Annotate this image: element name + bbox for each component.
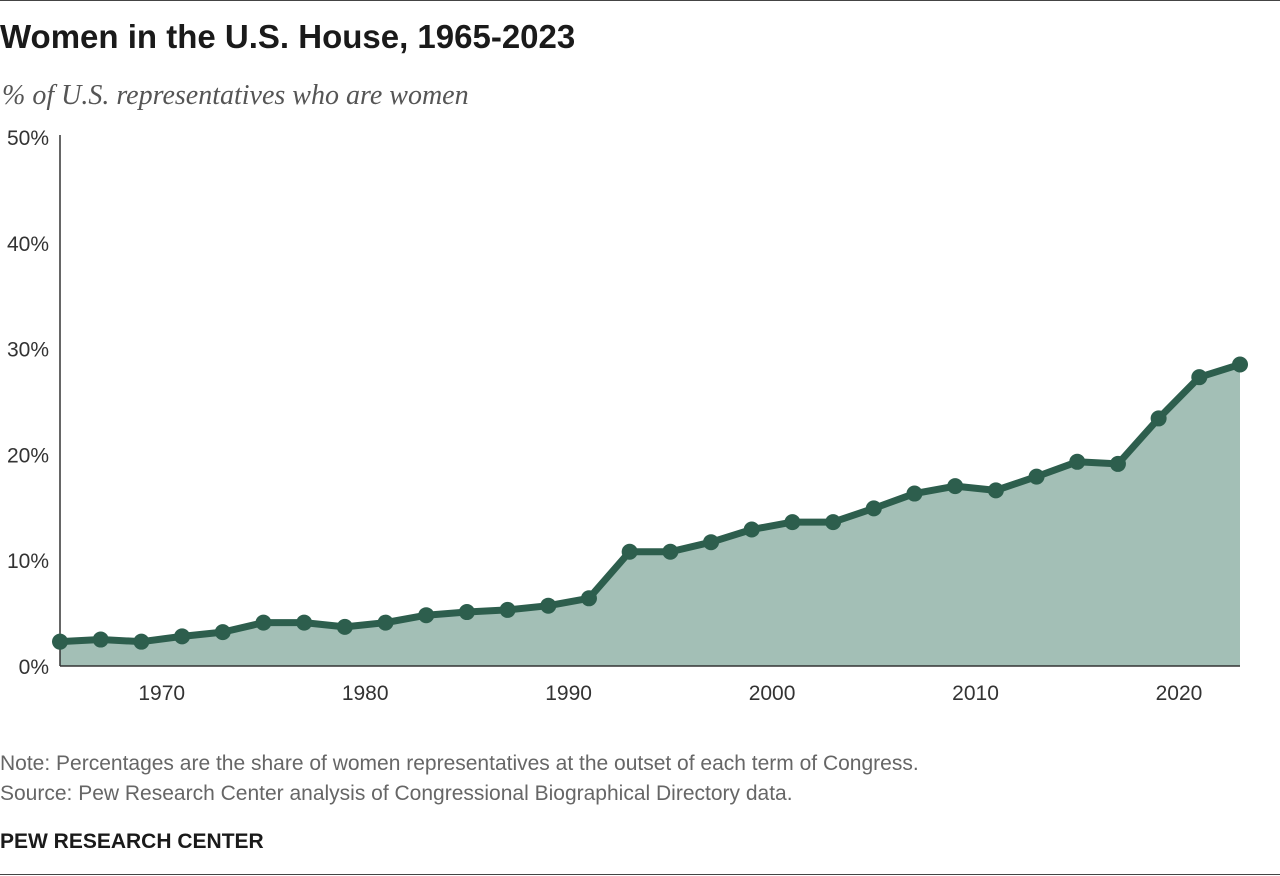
data-point	[92, 631, 109, 648]
data-point	[662, 543, 679, 560]
data-point	[825, 514, 842, 531]
x-tick-label: 2020	[1156, 682, 1203, 705]
data-point	[458, 604, 475, 621]
y-tick-label: 50%	[7, 127, 49, 150]
data-point	[336, 618, 353, 635]
data-point	[255, 614, 272, 631]
y-tick-label: 30%	[7, 339, 49, 362]
axis-layer	[59, 135, 1240, 667]
top-rule	[0, 0, 1280, 1]
chart-subtitle: % of U.S. representatives who are women	[2, 80, 469, 111]
point-layer	[52, 356, 1248, 650]
data-point	[1150, 410, 1167, 427]
data-point	[987, 482, 1004, 499]
data-point	[499, 601, 516, 618]
chart-note: Note: Percentages are the share of women…	[0, 752, 919, 775]
data-point	[133, 633, 150, 650]
tick-label-layer: 0% 10% 20% 30% 40% 50% 1970 1980 1990 2000 2010 202…	[7, 127, 1202, 705]
data-point	[214, 624, 231, 641]
data-point	[1232, 356, 1248, 373]
brand-label: PEW RESEARCH CENTER	[0, 830, 264, 853]
x-tick-label: 1990	[545, 682, 592, 705]
data-point	[1028, 468, 1045, 485]
data-point	[703, 534, 720, 551]
y-tick-label: 10%	[7, 550, 49, 573]
bottom-rule	[0, 874, 1280, 875]
y-tick-label: 0%	[19, 656, 49, 679]
data-point	[1109, 455, 1126, 472]
data-point	[947, 478, 964, 495]
x-tick-label: 2010	[952, 682, 999, 705]
data-point	[580, 590, 597, 607]
data-point	[418, 607, 435, 624]
data-point	[540, 597, 557, 614]
data-point	[296, 614, 313, 631]
data-point	[906, 485, 923, 502]
chart-title: Women in the U.S. House, 1965-2023	[0, 18, 576, 55]
data-point	[621, 543, 638, 560]
data-point	[52, 633, 68, 650]
x-tick-label: 1980	[342, 682, 389, 705]
data-point	[174, 628, 191, 645]
y-tick-label: 40%	[7, 233, 49, 256]
area-layer	[60, 364, 1240, 666]
data-point	[865, 500, 882, 517]
x-tick-label: 2000	[749, 682, 796, 705]
area-fill	[60, 364, 1240, 666]
y-tick-label: 20%	[7, 444, 49, 467]
data-point	[1069, 453, 1086, 470]
area-chart: 0% 10% 20% 30% 40% 50% 1970 1980 1990 2000 2010 202…	[7, 127, 1248, 705]
x-tick-label: 1970	[138, 682, 185, 705]
chart-source: Source: Pew Research Center analysis of …	[0, 782, 793, 805]
data-point	[784, 514, 801, 531]
data-point	[377, 614, 394, 631]
data-point	[743, 521, 760, 538]
data-point	[1191, 369, 1208, 386]
